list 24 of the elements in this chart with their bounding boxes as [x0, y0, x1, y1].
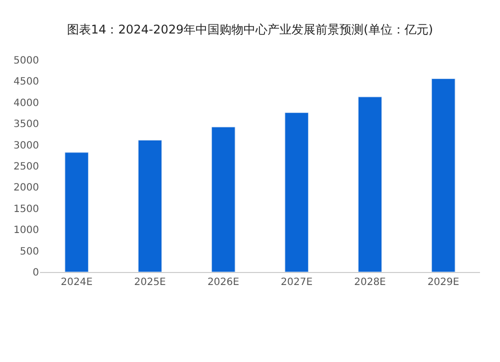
bar — [431, 78, 456, 272]
y-tick-label: 5000 — [14, 56, 39, 66]
y-tick-label: 3000 — [14, 140, 39, 152]
bar — [138, 140, 162, 272]
bar — [211, 126, 236, 272]
x-tick-label: 2025E — [134, 277, 166, 288]
x-tick-label: 2027E — [280, 277, 313, 288]
x-tick-label: 2026E — [207, 277, 240, 288]
y-tick-label: 2000 — [14, 182, 39, 194]
y-tick-label: 1500 — [14, 204, 39, 215]
bar — [64, 152, 89, 272]
x-tick-label: 2024E — [60, 277, 93, 288]
y-tick-label: 3500 — [14, 119, 39, 130]
bar — [358, 96, 382, 272]
y-tick-label: 0 — [32, 268, 39, 278]
y-tick-label: 500 — [20, 246, 39, 258]
y-tick-label: 4500 — [14, 76, 39, 88]
y-tick-label: 2500 — [14, 162, 39, 172]
chart-title: 图表14：2024-2029年中国购物中心产业发展前景预测(单位：亿元) — [66, 22, 434, 37]
x-tick-label: 2029E — [427, 277, 460, 288]
bar — [284, 112, 309, 272]
y-tick-label: 4000 — [14, 98, 39, 109]
x-tick-label: 2028E — [354, 277, 386, 288]
y-tick-label: 1000 — [14, 225, 39, 236]
